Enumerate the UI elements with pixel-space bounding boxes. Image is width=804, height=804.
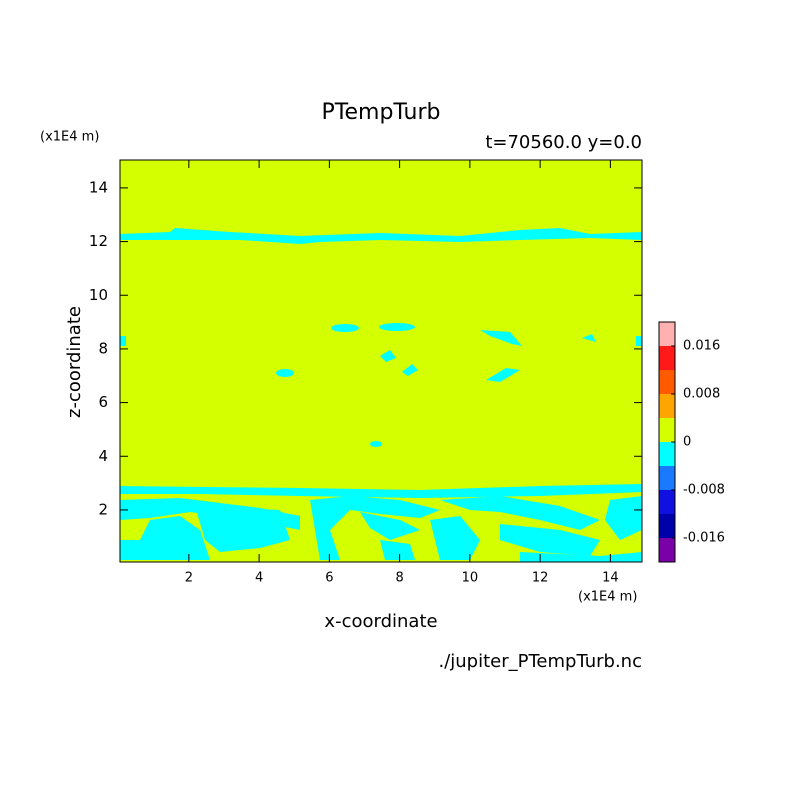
x-units: (x1E4 m) (578, 590, 637, 605)
x-tick-label: 14 (602, 571, 619, 586)
x-tick-label: 12 (532, 571, 549, 586)
negative-regions (120, 228, 642, 562)
colorbar-cell (659, 418, 675, 442)
colorbar-cell (659, 490, 675, 514)
y-tick-label: 6 (98, 393, 108, 411)
colorbar-tick-label: 0.016 (683, 339, 720, 354)
subtitle: t=70560.0 y=0.0 (485, 132, 642, 153)
y-tick-label: 4 (98, 447, 108, 465)
x-tick-label: 8 (395, 571, 403, 586)
y-tick-label: 10 (89, 286, 108, 304)
colorbar-tick-label: 0.008 (683, 387, 720, 402)
x-tick-label: 2 (185, 571, 193, 586)
colorbar-cell (659, 322, 675, 346)
colorbar-cell (659, 370, 675, 394)
colorbar-tick-label: -0.016 (683, 531, 725, 546)
colorbar-cell (659, 346, 675, 370)
colorbar-tick-label: 0 (683, 435, 691, 450)
y-tick-label: 8 (98, 339, 108, 357)
x-tick-label: 6 (325, 571, 333, 586)
colorbar-cell (659, 514, 675, 538)
y-tick-label: 14 (89, 178, 108, 196)
x-tick-label: 4 (255, 571, 263, 586)
colorbar-cell (659, 442, 675, 466)
y-tick-label: 12 (89, 232, 108, 250)
source-file: ./jupiter_PTempTurb.nc (438, 651, 642, 672)
colorbar-cell (659, 466, 675, 490)
y-tick-label: 2 (98, 500, 108, 518)
colorbar-cell (659, 394, 675, 418)
x-axis-label: x-coordinate (324, 611, 437, 632)
y-axis-label: z-coordinate (64, 306, 85, 418)
colorbar-tick-label: -0.008 (683, 483, 725, 498)
colorbar-cell (659, 538, 675, 562)
plot-frame (119, 159, 643, 563)
title: PTempTurb (322, 100, 441, 125)
x-tick-label: 10 (462, 571, 479, 586)
y-units: (x1E4 m) (40, 130, 99, 145)
